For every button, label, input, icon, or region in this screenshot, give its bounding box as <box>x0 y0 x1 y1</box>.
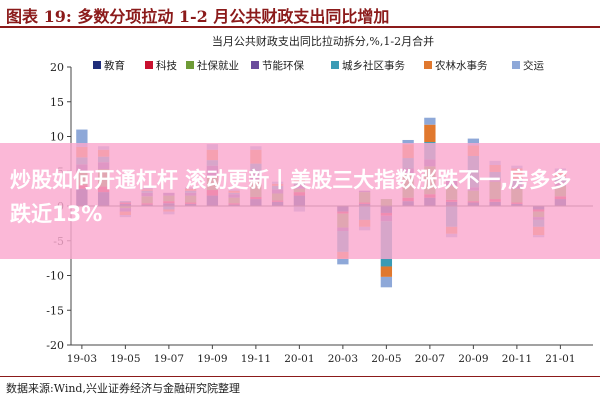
y-tick-label: 20 <box>50 61 64 74</box>
legend-label: 社保就业 <box>197 59 239 72</box>
legend-swatch <box>93 61 101 69</box>
legend-label: 教育 <box>104 59 125 72</box>
legend-swatch <box>512 61 520 69</box>
x-tick-label: 21-01 <box>545 353 575 365</box>
y-tick-label: -15 <box>46 304 64 317</box>
bar-segment <box>380 266 393 277</box>
bar-segment <box>76 129 88 147</box>
legend-label: 城乡社区事务 <box>342 59 405 72</box>
bar-segment <box>424 124 436 143</box>
chart-header: 图表 19: 多数分项拉动 1-2 月公共财政支出同比增加 <box>0 0 600 28</box>
x-tick-label: 20-09 <box>458 353 488 365</box>
x-tick-label: 20-07 <box>415 353 445 365</box>
data-source: 数据来源:Wind,兴业证券经济与金融研究院整理 <box>6 382 240 395</box>
legend-swatch <box>251 61 259 69</box>
legend-swatch <box>331 61 339 69</box>
bar-segment <box>402 139 414 145</box>
x-tick-label: 19-11 <box>241 353 271 365</box>
x-tick-label: 19-03 <box>67 353 97 365</box>
x-tick-label: 20-05 <box>371 353 401 365</box>
bar-segment <box>337 258 349 265</box>
legend-label: 农林水事务 <box>435 59 488 72</box>
x-tick-label: 20-11 <box>502 353 532 365</box>
chart-legend: 教育 科技 社保就业 节能环保 城乡社区事务 农林水事务 交运 <box>93 59 544 72</box>
footer-divider <box>0 376 600 377</box>
x-tick-label: 19-05 <box>110 353 140 365</box>
x-tick-label: 19-09 <box>197 353 227 365</box>
legend-swatch <box>186 61 194 69</box>
figure-title: 图表 19: 多数分项拉动 1-2 月公共财政支出同比增加 <box>6 7 390 26</box>
x-tick-label: 19-07 <box>154 353 184 365</box>
y-tick-label: 10 <box>50 131 64 144</box>
y-tick-label: 15 <box>50 96 64 109</box>
banner-text[interactable]: 炒股如何开通杠杆 滚动更新丨美股三大指数涨跌不一,房多多跌近13% <box>10 168 572 226</box>
legend-label: 科技 <box>156 59 177 72</box>
legend-label: 交运 <box>523 59 544 72</box>
y-tick-label: -10 <box>46 270 64 283</box>
legend-label: 节能环保 <box>262 59 304 72</box>
x-tick-label: 20-01 <box>284 353 314 365</box>
bar-segment <box>467 138 480 146</box>
overlay-banner[interactable]: 炒股如何开通杠杆 滚动更新丨美股三大指数涨跌不一,房多多跌近13% <box>0 143 600 259</box>
bar-segment <box>424 117 436 125</box>
bar-segment <box>380 276 393 288</box>
legend-swatch <box>424 61 432 69</box>
legend-swatch <box>145 61 153 69</box>
x-tick-label: 20-03 <box>328 353 358 365</box>
y-tick-label: -20 <box>46 339 64 352</box>
chart-title: 当月公共财政支出同比拉动拆分,%,1-2月合并 <box>212 34 434 48</box>
